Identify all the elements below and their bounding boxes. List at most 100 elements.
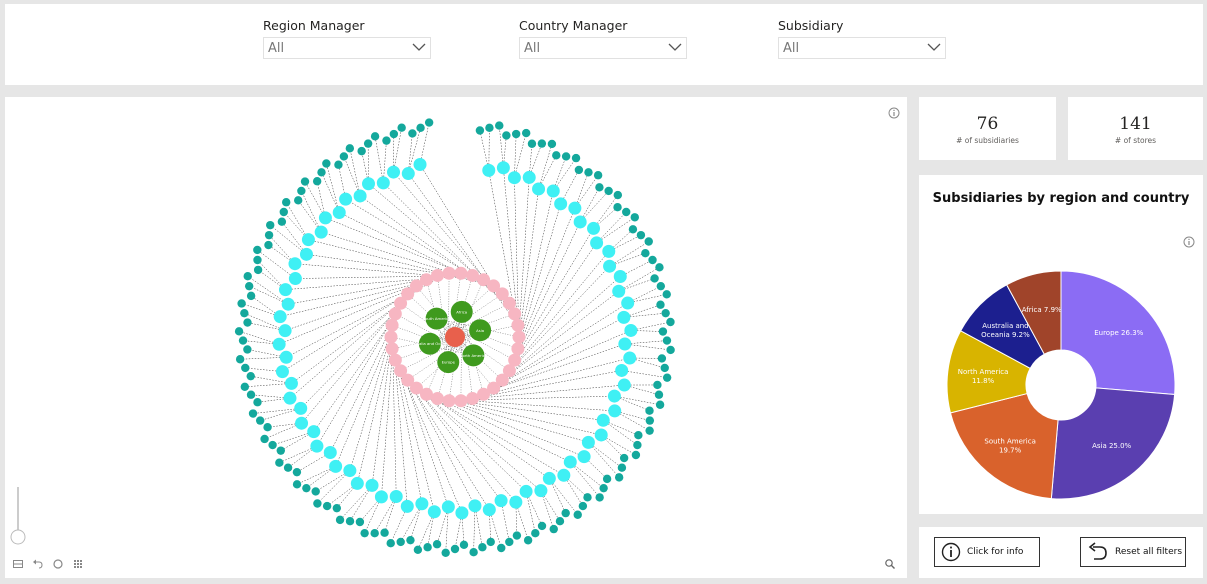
region-node[interactable]	[469, 319, 492, 342]
country-node[interactable]	[454, 266, 468, 280]
store-node[interactable]	[547, 139, 557, 149]
store-node[interactable]	[332, 503, 342, 513]
subsidiary-node[interactable]	[362, 177, 376, 191]
donut-chart[interactable]: Europe 26.3% Asia 25.0% South America19.7%…	[919, 175, 1203, 514]
store-node[interactable]	[432, 540, 442, 549]
zoom-slider[interactable]	[9, 485, 27, 547]
store-node[interactable]	[512, 531, 522, 540]
store-node[interactable]	[613, 190, 623, 200]
store-node[interactable]	[253, 265, 263, 275]
store-node[interactable]	[423, 543, 432, 552]
country-node[interactable]	[495, 373, 509, 387]
store-node[interactable]	[345, 516, 355, 526]
region-node[interactable]	[462, 344, 485, 367]
donut-slice[interactable]	[1005, 270, 1062, 355]
country-node[interactable]	[511, 342, 525, 356]
store-node[interactable]	[355, 517, 365, 527]
store-node[interactable]	[648, 255, 657, 265]
subsidiary-node[interactable]	[615, 363, 629, 377]
store-node[interactable]	[641, 248, 650, 258]
country-node[interactable]	[442, 394, 456, 408]
store-node[interactable]	[593, 171, 603, 180]
subsidiary-node[interactable]	[534, 484, 548, 498]
store-node[interactable]	[617, 463, 627, 472]
subsidiary-node[interactable]	[612, 284, 626, 298]
store-node[interactable]	[628, 225, 638, 234]
store-node[interactable]	[238, 336, 248, 345]
root-node[interactable]	[445, 327, 465, 347]
subsidiary-node[interactable]	[617, 310, 631, 324]
store-node[interactable]	[645, 406, 654, 415]
store-node[interactable]	[555, 516, 565, 526]
subsidiary-node[interactable]	[482, 163, 496, 177]
subsidiary-node[interactable]	[374, 490, 388, 504]
subsidiary-node[interactable]	[623, 351, 637, 365]
subsidiary-node[interactable]	[427, 505, 441, 519]
subsidiary-node[interactable]	[573, 215, 587, 229]
country-node[interactable]	[419, 387, 433, 401]
subsidiary-node[interactable]	[613, 269, 627, 283]
store-node[interactable]	[360, 528, 369, 538]
subsidiary-node[interactable]	[603, 259, 617, 273]
subsidiary-node[interactable]	[602, 244, 616, 258]
search-icon[interactable]	[884, 558, 896, 570]
store-node[interactable]	[255, 416, 265, 425]
store-node[interactable]	[459, 540, 469, 550]
subsidiary-node[interactable]	[532, 182, 546, 196]
country-node[interactable]	[409, 279, 423, 293]
subsidiary-node[interactable]	[522, 170, 536, 184]
subsidiary-node[interactable]	[272, 337, 286, 351]
country-node[interactable]	[385, 318, 399, 332]
store-node[interactable]	[313, 499, 322, 508]
store-node[interactable]	[302, 483, 311, 493]
info-icon[interactable]	[888, 107, 900, 119]
store-node[interactable]	[253, 245, 262, 255]
store-node[interactable]	[571, 153, 581, 163]
store-node[interactable]	[469, 547, 478, 557]
subsidiary-node[interactable]	[376, 176, 390, 190]
store-node[interactable]	[282, 198, 291, 207]
store-node[interactable]	[574, 165, 584, 175]
region-node[interactable]	[425, 307, 448, 330]
subsidiary-node[interactable]	[509, 495, 523, 509]
store-node[interactable]	[406, 535, 415, 545]
store-node[interactable]	[583, 493, 592, 502]
store-node[interactable]	[380, 528, 389, 537]
subsidiary-node[interactable]	[301, 233, 315, 247]
country-node[interactable]	[430, 392, 444, 406]
store-node[interactable]	[279, 207, 288, 217]
store-node[interactable]	[345, 144, 355, 153]
store-node[interactable]	[633, 440, 642, 450]
subsidiary-node[interactable]	[400, 499, 414, 513]
store-node[interactable]	[243, 272, 252, 281]
store-node[interactable]	[253, 398, 262, 407]
store-node[interactable]	[653, 380, 662, 390]
store-node[interactable]	[537, 139, 547, 148]
store-node[interactable]	[334, 160, 343, 169]
store-node[interactable]	[292, 467, 302, 477]
subsidiary-node[interactable]	[278, 324, 292, 338]
subsidiary-node[interactable]	[568, 201, 582, 215]
store-node[interactable]	[521, 128, 531, 138]
store-node[interactable]	[241, 363, 250, 373]
store-node[interactable]	[240, 382, 250, 392]
store-node[interactable]	[578, 501, 588, 511]
subsidiary-node[interactable]	[590, 236, 604, 250]
subsidiary-node[interactable]	[283, 391, 297, 405]
store-node[interactable]	[416, 123, 425, 133]
country-node[interactable]	[502, 296, 516, 310]
store-node[interactable]	[246, 291, 256, 301]
donut-slice[interactable]	[949, 392, 1059, 500]
store-node[interactable]	[277, 217, 287, 226]
subsidiary-node[interactable]	[323, 446, 337, 460]
store-node[interactable]	[297, 186, 306, 196]
store-node[interactable]	[523, 536, 533, 545]
subsidiary-node[interactable]	[365, 478, 379, 492]
subsidiary-node[interactable]	[284, 376, 298, 390]
subsidiary-node[interactable]	[519, 484, 533, 498]
country-node[interactable]	[401, 287, 415, 301]
subsidiary-node[interactable]	[415, 497, 429, 511]
subsidiary-node[interactable]	[618, 337, 632, 351]
subsidiary-node[interactable]	[557, 468, 571, 482]
store-node[interactable]	[244, 281, 254, 291]
